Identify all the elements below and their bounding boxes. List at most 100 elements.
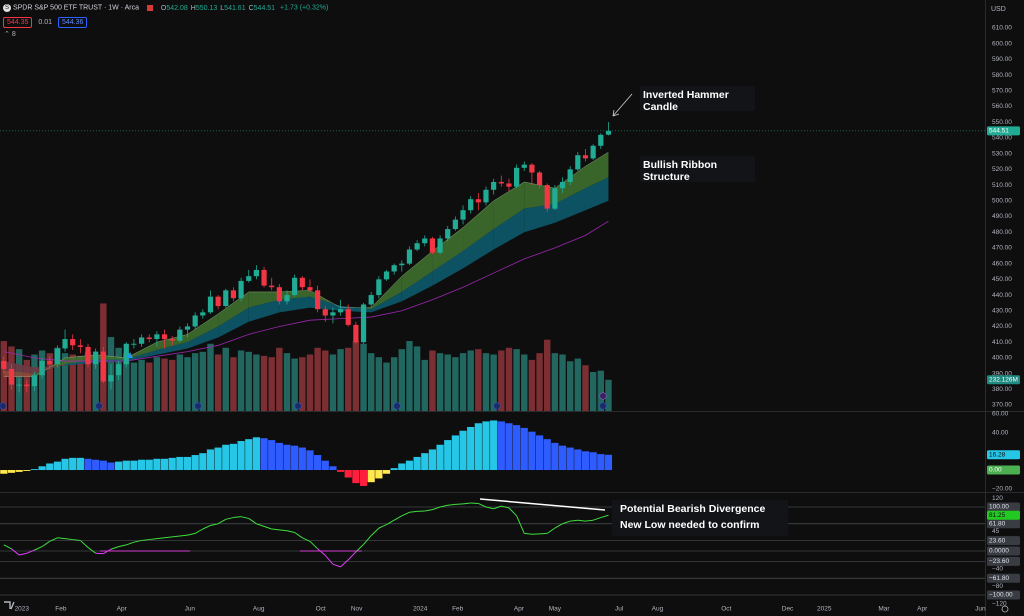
histogram-bar <box>115 461 123 471</box>
oscillator-segment <box>256 523 265 527</box>
histogram-bar <box>314 455 322 471</box>
histogram-bar <box>137 459 146 471</box>
settings-icon[interactable] <box>1001 605 1009 613</box>
volume-bar <box>0 341 8 411</box>
ribbon-base-band <box>340 306 372 313</box>
candle-body <box>498 181 504 184</box>
candle-body <box>200 312 206 316</box>
histogram-bar <box>405 460 414 471</box>
histogram-bar <box>543 439 551 471</box>
logo-mark <box>4 601 15 610</box>
volume-bar <box>398 349 406 411</box>
volume-bar <box>146 362 153 411</box>
candle-body <box>360 304 367 343</box>
histogram-bar <box>352 470 360 484</box>
oscillator-segment <box>194 528 204 534</box>
histogram-bar <box>76 457 84 471</box>
y-tick-label: 560.00 <box>992 103 1012 110</box>
volume-bar <box>276 347 283 411</box>
oscillator-segment <box>600 514 609 519</box>
x-tick-label: Nov <box>351 606 363 613</box>
oscillator-segment <box>447 503 456 506</box>
histogram-bar <box>566 447 574 471</box>
volume-label-bg <box>987 375 1020 385</box>
candle-body <box>116 364 122 376</box>
ribbon-base-band <box>585 177 609 211</box>
y-tick-label: 120 <box>992 495 1003 502</box>
histogram-bar <box>428 449 437 471</box>
volume-bar <box>84 351 92 411</box>
oscillator-segment <box>49 537 58 542</box>
x-tick-label: Apr <box>514 606 525 613</box>
oscillator-segment <box>72 539 81 541</box>
ask[interactable]: 544.36 <box>57 17 88 28</box>
oscillator-segment <box>309 540 318 550</box>
divergence-trendline <box>479 498 606 511</box>
candle-body <box>138 337 145 344</box>
volume-bar <box>375 357 383 411</box>
oscillator-segment <box>271 528 280 531</box>
oscillator-segment <box>240 516 249 519</box>
y-tick-label: 580.00 <box>992 72 1012 79</box>
volume-bar <box>199 351 207 411</box>
currency: USD <box>991 6 1006 13</box>
x-tick-label: Dec <box>782 606 794 613</box>
histogram-bar <box>130 460 138 471</box>
volume-bar <box>559 354 566 411</box>
volume-bar <box>551 353 559 411</box>
level-label-bg <box>987 502 1020 512</box>
candle-body <box>230 290 237 299</box>
symbol-name: SPDR S&P 500 ETF TRUST · 1W · Arca <box>12 4 139 12</box>
ribbon-fast-band <box>585 152 609 189</box>
candle-body <box>16 384 22 386</box>
volume-bar <box>268 357 275 411</box>
oscillator-segment <box>524 532 532 535</box>
candle-body <box>605 130 612 135</box>
volume-bar <box>413 346 421 411</box>
oscillator-segment <box>26 549 35 554</box>
candle-body <box>414 243 420 250</box>
volume-bar <box>54 347 61 411</box>
candle-body <box>207 296 214 313</box>
y-tick-label: −20.00 <box>992 485 1012 492</box>
signal-marker <box>127 352 133 358</box>
candle-body <box>47 361 53 365</box>
ohlc-key: O <box>160 4 167 12</box>
volume-bar <box>283 353 291 411</box>
oscillator-segment <box>508 507 517 517</box>
candle-body <box>93 351 99 365</box>
histogram-bar <box>451 435 459 471</box>
candle-body <box>452 219 458 230</box>
level-label-bg <box>987 519 1020 529</box>
histogram-bar <box>336 470 345 472</box>
ohlc: O542.08 H550.13 L541.61 C544.51 <box>161 5 278 12</box>
volume-bar <box>345 347 352 411</box>
candle-body <box>536 172 543 186</box>
volume-bar <box>566 361 574 411</box>
volume-bar <box>360 343 367 411</box>
candle-body <box>353 324 359 343</box>
oscillator-segment <box>378 524 387 529</box>
plot-layer: 370.00 380.00 390.00 400.00 410.00 420.00 430.… <box>0 25 1020 613</box>
volume-bar <box>490 354 497 411</box>
volume-bar <box>498 350 505 411</box>
histogram-bar <box>183 456 192 471</box>
candle-body <box>70 339 76 346</box>
candle-body <box>24 384 30 387</box>
level-label-bg <box>987 590 1020 600</box>
volume-bar <box>130 362 138 411</box>
candle-body <box>437 238 443 253</box>
indicator-toggle[interactable]: ⌃ 8 <box>4 31 16 38</box>
volume-bar <box>184 357 191 411</box>
y-tick-label: 530.00 <box>992 150 1012 157</box>
annotation: Inverted Hammer Candle <box>640 86 755 113</box>
candle-body <box>184 326 191 330</box>
bid[interactable]: 544.35 <box>3 17 33 28</box>
histogram-bar <box>160 458 169 471</box>
oscillator-segment <box>164 536 173 539</box>
candle-body <box>299 277 305 288</box>
volume-bar <box>237 350 245 411</box>
volume-bar <box>459 353 467 411</box>
oscillator-segment <box>585 519 594 522</box>
